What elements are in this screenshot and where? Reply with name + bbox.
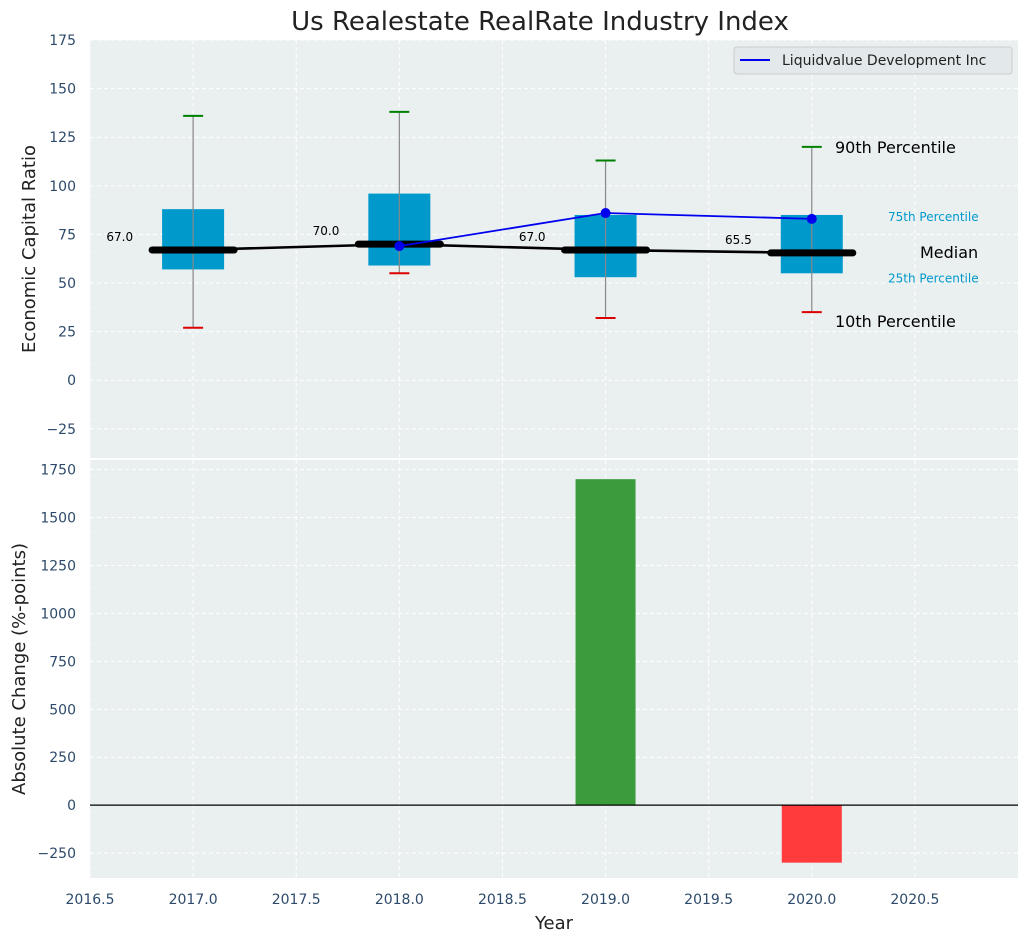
median-value-label-2020: 65.5: [725, 233, 752, 247]
bottom-y-tick-label: 500: [49, 702, 76, 718]
x-tick-label: 2016.5: [66, 892, 115, 908]
annotation-median: Median: [920, 243, 978, 262]
company-series-point-2020: [806, 213, 817, 224]
top-y-axis-label: Economic Capital Ratio: [19, 145, 40, 353]
company-series-point-2019: [600, 208, 611, 219]
chart-title: Us Realestate RealRate Industry Index: [291, 7, 789, 37]
x-tick-label: 2018.5: [478, 892, 527, 908]
top-y-tick-label: 100: [49, 179, 76, 195]
median-value-label-2019: 67.0: [519, 230, 546, 244]
top-y-tick-label: 75: [58, 227, 76, 243]
top-y-tick-label: 0: [67, 373, 76, 389]
bottom-axes-background: [90, 460, 1018, 878]
change-bar-2020: [781, 805, 842, 863]
top-y-tick-label: 175: [49, 33, 76, 49]
x-axis-label: Year: [534, 913, 574, 934]
x-tick-label: 2020.0: [787, 892, 836, 908]
bottom-y-tick-label: 750: [49, 654, 76, 670]
change-bar-2019: [575, 479, 636, 806]
median-value-label-2017: 67.0: [106, 230, 133, 244]
bottom-y-tick-label: 1500: [40, 511, 76, 527]
legend-entry-label: Liquidvalue Development Inc: [782, 53, 986, 69]
bottom-y-tick-label: 1750: [40, 463, 76, 479]
top-y-tick-label: −25: [46, 422, 76, 438]
bottom-y-tick-label: 250: [49, 750, 76, 766]
bottom-y-tick-label: 1250: [40, 558, 76, 574]
top-y-tick-label: 50: [58, 276, 76, 292]
bottom-y-axis-label: Absolute Change (%-points): [9, 543, 30, 795]
top-y-tick-label: 25: [58, 325, 76, 341]
annotation-10th-percentile: 10th Percentile: [835, 312, 956, 331]
top-y-tick-label: 125: [49, 130, 76, 146]
annotation-90th-percentile: 90th Percentile: [835, 138, 956, 157]
bottom-y-tick-label: −250: [38, 846, 76, 862]
company-series-point-2018: [394, 241, 405, 252]
x-tick-label: 2020.5: [890, 892, 939, 908]
x-tick-label: 2017.5: [272, 892, 321, 908]
x-tick-label: 2019.5: [684, 892, 733, 908]
bottom-y-tick-label: 0: [67, 798, 76, 814]
x-tick-label: 2017.0: [169, 892, 218, 908]
x-tick-label: 2019.0: [581, 892, 630, 908]
annotation-75th-percentile: 75th Percentile: [888, 210, 979, 224]
median-value-label-2018: 70.0: [313, 224, 340, 238]
top-y-tick-label: 150: [49, 82, 76, 98]
legend-box: [733, 46, 1013, 75]
median-trend-line: [193, 242, 812, 255]
x-tick-label: 2018.0: [375, 892, 424, 908]
bottom-y-tick-label: 1000: [40, 606, 76, 622]
annotation-25th-percentile: 25th Percentile: [888, 271, 979, 285]
